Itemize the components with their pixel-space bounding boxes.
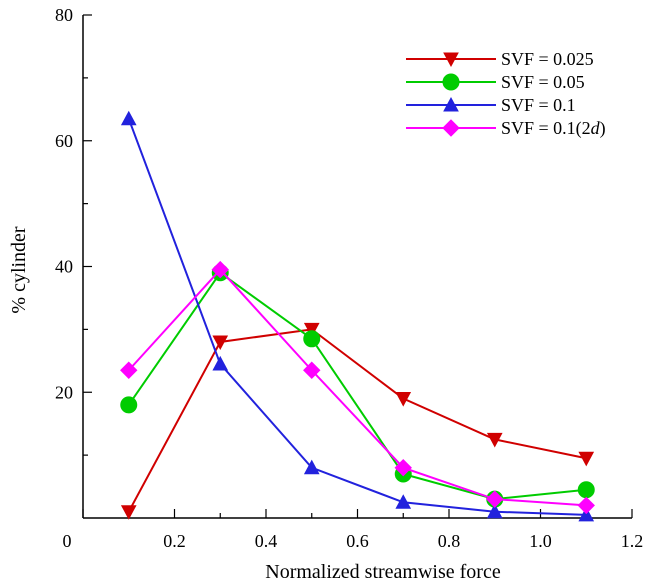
series-2 — [120, 110, 595, 522]
legend-marker-shape — [443, 52, 459, 68]
legend-marker-shape — [443, 96, 459, 112]
data-point — [211, 260, 229, 279]
legend-label-3: SVF = 0.1(2d) — [501, 118, 606, 139]
data-point — [303, 361, 321, 379]
data-point — [394, 458, 412, 477]
legend-marker-3 — [442, 119, 460, 137]
data-point — [303, 330, 321, 348]
legend-marker-shape — [442, 119, 460, 137]
series-line-3 — [128, 268, 587, 507]
legend-item-0: SVF = 0.025 — [406, 49, 594, 69]
legend-label-3-italic: d — [591, 118, 601, 138]
legend-label-3-main: SVF = 0.1(2 — [501, 118, 591, 139]
legend-label-3-end: ) — [600, 118, 606, 139]
legend-marker-1 — [442, 73, 460, 91]
data-point — [120, 110, 137, 126]
x-tick-label: 0.6 — [346, 531, 369, 551]
legend-marker-shape — [442, 73, 460, 91]
data-point — [303, 322, 320, 338]
legend: SVF = 0.025 SVF = 0.05 SVF = 0.1 SVF = 0… — [406, 49, 606, 139]
data-point — [120, 396, 138, 414]
data-point — [577, 496, 595, 515]
legend-label-1: SVF = 0.05 — [501, 72, 585, 92]
series-line-1 — [127, 271, 587, 501]
x-tick-label: 0.8 — [438, 531, 461, 551]
x-tick-label: 1.0 — [529, 531, 552, 551]
x-tick-label: 1.2 — [621, 531, 644, 551]
y-axis-title: % cylinder — [8, 226, 30, 314]
data-point — [578, 451, 595, 467]
legend-item-3: SVF = 0.1(2d) — [406, 118, 606, 139]
data-point — [303, 459, 320, 475]
data-point — [395, 494, 412, 509]
x-tick-label: 0.2 — [163, 531, 186, 551]
x-ticks: 0 0.2 0.4 0.6 0.8 1.0 1.2 — [63, 509, 644, 551]
legend-label-0: SVF = 0.025 — [501, 49, 594, 69]
x-tick-label: 0.4 — [255, 531, 278, 551]
legend-marker-0 — [443, 52, 459, 68]
x-axis-title: Normalized streamwise force — [265, 561, 501, 583]
data-point — [578, 506, 595, 522]
legend-marker-2 — [443, 96, 459, 112]
data-point — [486, 490, 504, 508]
y-ticks: 20 40 60 80 — [55, 5, 92, 456]
y-tick-label: 40 — [55, 257, 73, 277]
data-point — [486, 503, 503, 519]
data-point — [486, 432, 503, 448]
series-line-2 — [127, 118, 587, 516]
series-0 — [120, 322, 595, 520]
series-line-0 — [127, 328, 587, 513]
y-tick-label: 60 — [55, 131, 73, 151]
data-point — [395, 392, 412, 407]
y-tick-label: 20 — [55, 382, 73, 402]
data-point — [212, 355, 229, 371]
legend-item-2: SVF = 0.1 — [406, 95, 576, 115]
data-point — [212, 335, 229, 351]
data-point — [120, 361, 138, 379]
data-point — [577, 481, 595, 499]
x-tick-label: 0 — [63, 531, 72, 551]
series-layer — [120, 110, 595, 522]
data-point — [120, 505, 137, 520]
legend-item-1: SVF = 0.05 — [406, 72, 585, 92]
legend-label-2: SVF = 0.1 — [501, 95, 576, 115]
y-tick-label: 80 — [55, 5, 73, 25]
series-3 — [120, 260, 595, 515]
